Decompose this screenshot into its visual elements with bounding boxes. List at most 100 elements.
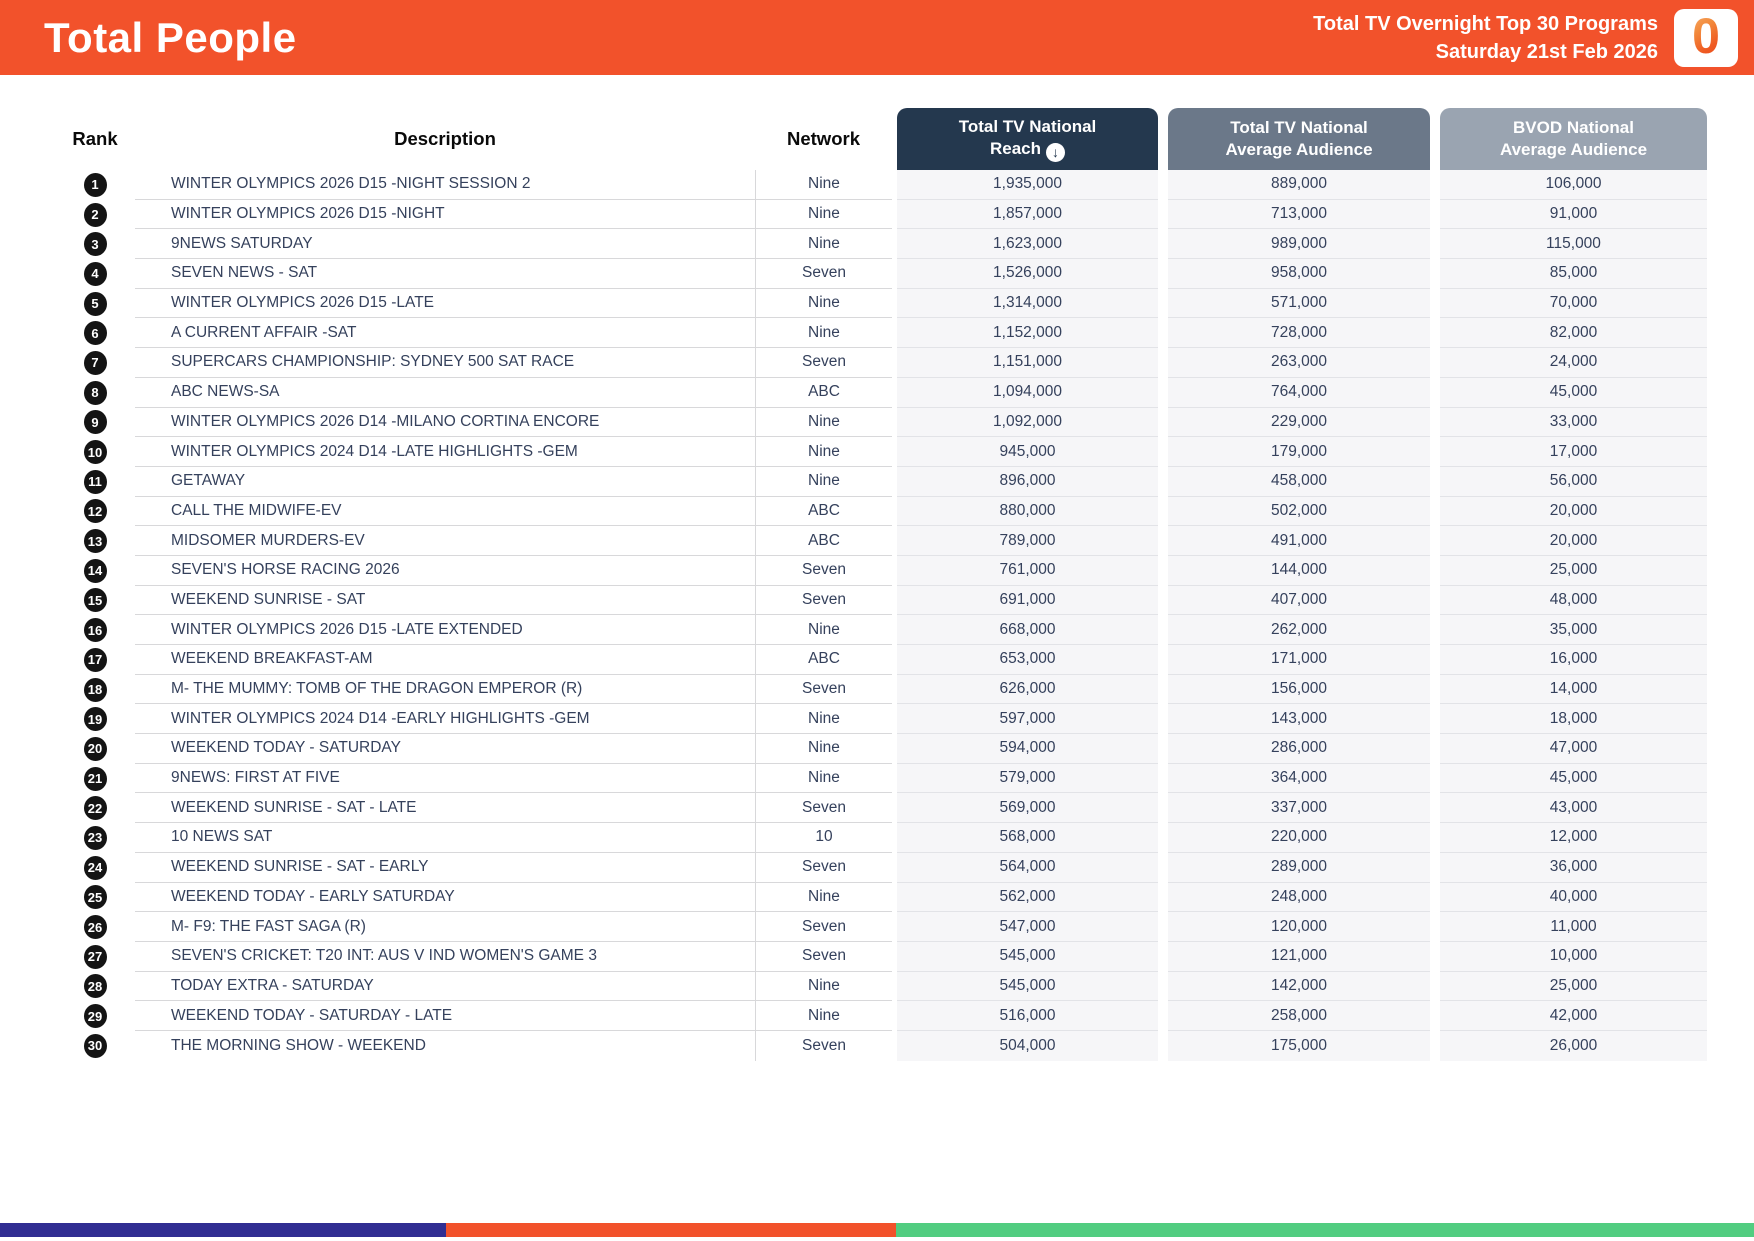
- rank-cell: 15: [55, 586, 135, 616]
- table-row: 18 M- THE MUMMY: TOMB OF THE DRAGON EMPE…: [55, 674, 1712, 705]
- program-description: WINTER OLYMPICS 2026 D15 -NIGHT SESSION …: [135, 170, 755, 200]
- table-row: 4 SEVEN NEWS - SAT Seven 1,526,000 958,0…: [55, 259, 1712, 289]
- program-description: WEEKEND TODAY - SATURDAY: [135, 734, 755, 764]
- table-row: 12 CALL THE MIDWIFE-EV ABC 880,000 502,0…: [55, 496, 1712, 527]
- rank-badge: 29: [83, 1004, 107, 1029]
- program-description: WEEKEND BREAKFAST-AM: [135, 645, 755, 675]
- network-name: Seven: [755, 912, 892, 942]
- program-description: SEVEN'S CRICKET: T20 INT: AUS V IND WOME…: [135, 942, 755, 972]
- table-row: 25 WEEKEND TODAY - EARLY SATURDAY Nine 5…: [55, 882, 1712, 913]
- bvod-average-audience-value: 36,000: [1440, 852, 1707, 883]
- column-header-total-tv-reach[interactable]: Total TV National Reach ↓: [897, 108, 1158, 170]
- table-row: 15 WEEKEND SUNRISE - SAT Seven 691,000 4…: [55, 585, 1712, 616]
- sort-descending-icon: ↓: [1046, 142, 1065, 162]
- program-description: GETAWAY: [135, 467, 755, 497]
- program-description: WEEKEND TODAY - SATURDAY - LATE: [135, 1001, 755, 1031]
- program-description: WEEKEND SUNRISE - SAT - LATE: [135, 793, 755, 824]
- network-name: Seven: [755, 852, 892, 883]
- page-title: Total People: [44, 13, 297, 61]
- bvod-average-audience-value: 85,000: [1440, 259, 1707, 289]
- network-name: Nine: [755, 615, 892, 645]
- total-tv-average-audience-value: 229,000: [1168, 407, 1430, 438]
- bvod-average-audience-value: 70,000: [1440, 288, 1707, 319]
- program-description: M- F9: THE FAST SAGA (R): [135, 912, 755, 942]
- network-name: Nine: [755, 971, 892, 1002]
- network-name: ABC: [755, 377, 892, 408]
- rank-badge: 21: [83, 766, 107, 791]
- bvod-average-audience-value: 91,000: [1440, 199, 1707, 230]
- rank-cell: 28: [55, 972, 135, 1002]
- table-row: 9 WINTER OLYMPICS 2026 D14 -MILANO CORTI…: [55, 407, 1712, 438]
- rank-badge: 15: [83, 588, 107, 613]
- total-tv-reach-value: 1,152,000: [897, 318, 1158, 349]
- table-row: 30 THE MORNING SHOW - WEEKEND Seven 504,…: [55, 1030, 1712, 1061]
- rank-badge: 30: [83, 1033, 107, 1058]
- total-tv-average-audience-value: 289,000: [1168, 852, 1430, 883]
- total-tv-average-audience-value: 175,000: [1168, 1030, 1430, 1061]
- network-name: Nine: [755, 318, 892, 349]
- rank-badge: 8: [83, 380, 107, 405]
- total-tv-reach-value: 626,000: [897, 674, 1158, 705]
- rank-cell: 8: [55, 378, 135, 408]
- bvod-average-audience-value: 56,000: [1440, 466, 1707, 497]
- total-tv-average-audience-value: 171,000: [1168, 645, 1430, 675]
- total-tv-average-audience-value: 491,000: [1168, 526, 1430, 556]
- program-description: WINTER OLYMPICS 2026 D15 -LATE EXTENDED: [135, 615, 755, 645]
- total-tv-average-audience-value: 156,000: [1168, 674, 1430, 705]
- program-description: M- THE MUMMY: TOMB OF THE DRAGON EMPEROR…: [135, 675, 755, 705]
- rank-cell: 27: [55, 942, 135, 972]
- table-row: 21 9NEWS: FIRST AT FIVE Nine 579,000 364…: [55, 763, 1712, 794]
- program-description: 10 NEWS SAT: [135, 823, 755, 853]
- bvod-average-audience-value: 24,000: [1440, 348, 1707, 378]
- table-row: 1 WINTER OLYMPICS 2026 D15 -NIGHT SESSIO…: [55, 170, 1712, 200]
- rank-badge: 25: [83, 885, 107, 910]
- total-tv-average-audience-value: 958,000: [1168, 259, 1430, 289]
- bvod-average-audience-value: 40,000: [1440, 882, 1707, 913]
- rank-badge: 9: [83, 410, 107, 435]
- rank-cell: 5: [55, 289, 135, 319]
- network-name: ABC: [755, 526, 892, 556]
- total-tv-reach-value: 1,857,000: [897, 199, 1158, 230]
- total-tv-average-audience-value: 728,000: [1168, 318, 1430, 349]
- network-name: Nine: [755, 199, 892, 230]
- rank-cell: 12: [55, 497, 135, 527]
- bvod-average-audience-value: 48,000: [1440, 585, 1707, 616]
- rank-badge: 12: [83, 499, 107, 524]
- column-header-bvod-average-audience[interactable]: BVOD National Average Audience: [1440, 108, 1707, 170]
- total-tv-reach-value: 1,094,000: [897, 377, 1158, 408]
- program-description: ABC NEWS-SA: [135, 378, 755, 408]
- rank-cell: 29: [55, 1001, 135, 1031]
- total-tv-reach-value: 1,151,000: [897, 348, 1158, 378]
- network-name: Nine: [755, 170, 892, 200]
- total-tv-average-audience-value: 989,000: [1168, 229, 1430, 260]
- rank-badge: 16: [83, 618, 107, 643]
- total-tv-reach-value: 545,000: [897, 971, 1158, 1002]
- program-description: WEEKEND TODAY - EARLY SATURDAY: [135, 883, 755, 913]
- rank-cell: 23: [55, 823, 135, 853]
- rank-badge: 5: [83, 291, 107, 316]
- rank-cell: 20: [55, 734, 135, 764]
- program-description: WINTER OLYMPICS 2026 D15 -LATE: [135, 289, 755, 319]
- network-name: ABC: [755, 645, 892, 675]
- program-description: SEVEN NEWS - SAT: [135, 259, 755, 289]
- total-tv-average-audience-value: 120,000: [1168, 912, 1430, 942]
- rank-cell: 17: [55, 645, 135, 675]
- total-tv-reach-value: 564,000: [897, 852, 1158, 883]
- program-description: MIDSOMER MURDERS-EV: [135, 526, 755, 556]
- rank-cell: 30: [55, 1031, 135, 1061]
- column-header-total-tv-average-audience[interactable]: Total TV National Average Audience: [1168, 108, 1430, 170]
- bvod-average-audience-value: 45,000: [1440, 377, 1707, 408]
- bvod-average-audience-value: 20,000: [1440, 526, 1707, 556]
- oztam-logo: 0: [1674, 8, 1738, 67]
- column-header-network: Network: [787, 128, 860, 149]
- total-tv-reach-value: 761,000: [897, 555, 1158, 586]
- table-header-row: Rank Description Network Total TV Nation…: [55, 108, 1712, 170]
- rank-cell: 14: [55, 556, 135, 586]
- network-name: Nine: [755, 882, 892, 913]
- bvod-average-audience-value: 16,000: [1440, 645, 1707, 675]
- rank-badge: 6: [83, 321, 107, 346]
- rank-cell: 3: [55, 229, 135, 259]
- rank-cell: 7: [55, 348, 135, 378]
- program-description: SUPERCARS CHAMPIONSHIP: SYDNEY 500 SAT R…: [135, 348, 755, 378]
- report-name: Total TV Overnight Top 30 Programs: [1313, 12, 1658, 35]
